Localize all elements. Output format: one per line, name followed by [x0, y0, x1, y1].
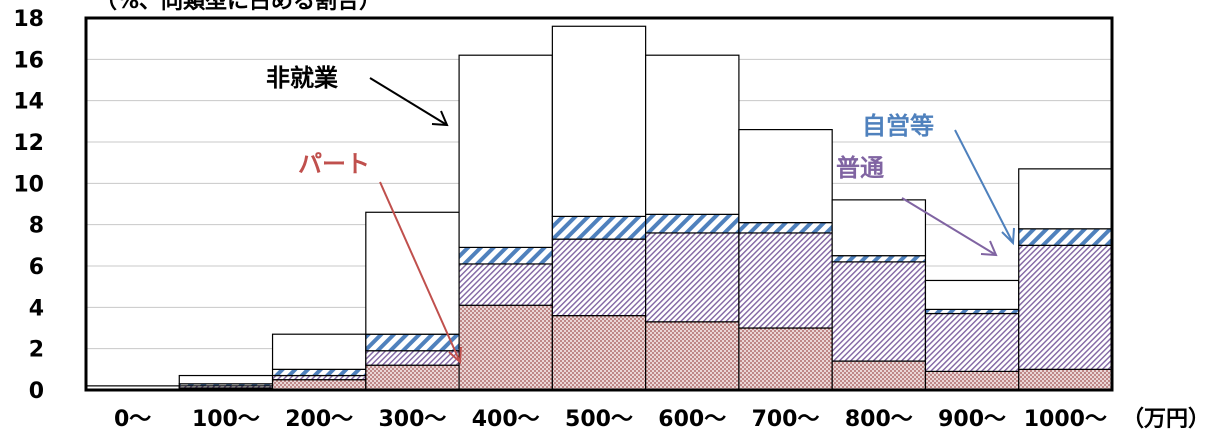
bar-segment-ordinary — [645, 232, 740, 323]
bar-segment-nonworking — [551, 25, 647, 217]
y-tick-label: 12 — [13, 131, 44, 156]
bar-segment-selfemployed — [831, 255, 927, 263]
bar-segment-ordinary — [924, 312, 1020, 372]
bar-segment-nonworking — [458, 54, 553, 248]
bar-segment-ordinary — [1018, 244, 1113, 370]
x-tick-label: 0～ — [114, 407, 151, 432]
x-tick-label: 900～ — [938, 407, 1006, 432]
bar-segment-selfemployed — [738, 222, 833, 234]
annotation-part: パート — [298, 150, 370, 178]
annotations: 非就業 パート 自営等 普通 — [266, 64, 1015, 365]
bar-segment-part — [458, 304, 553, 391]
bar-segment-nonworking — [645, 54, 740, 215]
arrow-ordinary — [901, 197, 997, 256]
y-tick-label: 16 — [13, 48, 44, 73]
bar-segment-ordinary — [365, 350, 460, 366]
bar-segment-part — [551, 315, 647, 391]
x-tick-label: 700～ — [752, 407, 820, 432]
bar-segment-part — [365, 364, 460, 391]
bar-segment-ordinary — [271, 374, 367, 381]
bar-segment-selfemployed — [924, 308, 1020, 315]
x-tick-label: 100～ — [192, 407, 260, 432]
arrow-nonworking-head — [431, 110, 449, 127]
bar-segment-nonworking — [1018, 168, 1113, 230]
y-axis-ticks: 0 2 4 6 8 10 12 14 16 18 — [13, 7, 44, 404]
bar-segment-nonworking — [178, 374, 274, 385]
annotation-ordinary: 普通 — [836, 154, 884, 182]
bar-segment-nonworking — [365, 211, 460, 335]
x-tick-label: 800～ — [845, 407, 913, 432]
bar-segment-selfemployed — [458, 246, 553, 265]
arrow-selfemployed — [954, 129, 1014, 244]
y-tick-label: 18 — [13, 7, 44, 32]
arrow-part-head — [448, 346, 462, 365]
bar-segment-part — [1018, 368, 1113, 391]
y-tick-label: 6 — [29, 255, 44, 280]
x-tick-label: 200～ — [285, 407, 353, 432]
bar-segment-selfemployed — [551, 215, 647, 240]
bar-segment-part — [831, 360, 927, 391]
bars — [85, 25, 1113, 391]
plot-frame — [84, 16, 1114, 392]
bar-segment-selfemployed — [645, 213, 740, 234]
y-tick-label: 2 — [29, 338, 44, 363]
x-tick-label: 500～ — [565, 407, 633, 432]
x-tick-label: 1000～ — [1024, 407, 1107, 432]
bar-segment-part — [738, 327, 833, 391]
y-tick-label: 8 — [29, 214, 44, 239]
arrow-selfemployed-head — [1001, 227, 1015, 246]
bar-segment-ordinary — [458, 263, 553, 306]
y-axis-label: （%、同類型に占める割合） — [95, 0, 381, 14]
x-tick-label: 600～ — [658, 407, 726, 432]
y-tick-label: 0 — [29, 379, 44, 404]
y-tick-label: 10 — [13, 172, 44, 197]
bar-segment-nonworking — [271, 333, 367, 370]
x-axis-ticks: 0～ 100～ 200～ 300～ 400～ 500～ 600～ 700～ 800～ 900～ 10… — [114, 407, 1107, 432]
x-tick-label: 400～ — [472, 407, 540, 432]
bar-segment-nonworking — [831, 199, 927, 257]
x-axis-unit-label: （万円） — [1122, 407, 1210, 432]
bar-segment-selfemployed — [365, 333, 460, 352]
bar-segment-ordinary — [738, 232, 833, 329]
x-tick-label: 300～ — [378, 407, 446, 432]
y-tick-label: 14 — [13, 90, 44, 115]
annotation-selfemployed: 自営等 — [862, 112, 934, 140]
bar-segment-part — [271, 379, 367, 391]
bar-segment-selfemployed — [1018, 228, 1113, 246]
y-tick-label: 4 — [29, 296, 44, 321]
bar-segment-part — [645, 321, 740, 391]
bar-segment-part — [924, 370, 1020, 391]
bar-segment-nonworking — [924, 279, 1020, 311]
bar-segment-nonworking — [738, 129, 833, 224]
bar-segment-ordinary — [551, 238, 647, 317]
arrow-nonworking — [369, 77, 448, 126]
arrow-part — [379, 181, 461, 363]
bar-segment-ordinary — [831, 261, 927, 362]
arrow-ordinary-head — [980, 240, 998, 257]
annotation-nonworking: 非就業 — [266, 64, 338, 92]
bar-segment-selfemployed — [271, 368, 367, 377]
